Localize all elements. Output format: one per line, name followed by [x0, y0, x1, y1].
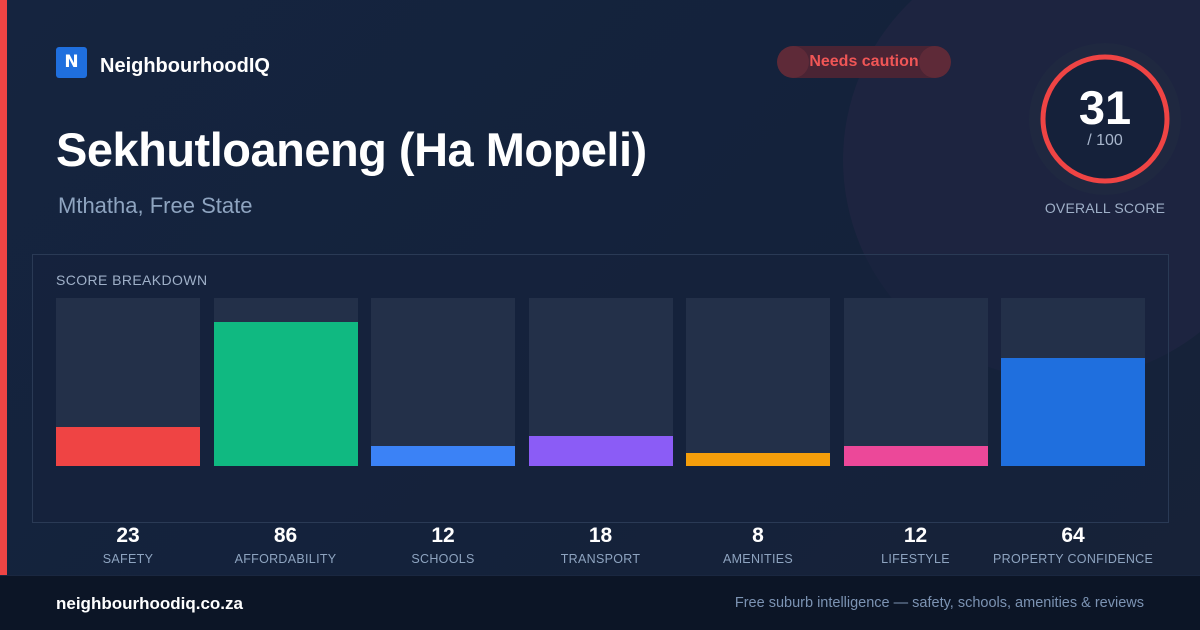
- bar-value-amenities: 8: [752, 524, 764, 547]
- bar-value-transport: 18: [588, 524, 613, 547]
- bar-fill-property-confidence: [1001, 358, 1145, 466]
- bar-label-property-confidence: PROPERTY CONFIDENCE: [993, 552, 1154, 566]
- bar-track-transport: [528, 298, 673, 466]
- bar-track-affordability: [213, 298, 358, 466]
- overall-score-max: / 100: [1087, 132, 1123, 149]
- status-badge: Needs caution: [777, 46, 951, 78]
- score-ring-circle: [1040, 54, 1170, 184]
- bar-fill-schools: [371, 446, 515, 466]
- status-badge-label: Needs caution: [809, 53, 919, 70]
- overall-score-label: OVERALL SCORE: [1044, 200, 1166, 216]
- overall-score-value: 31: [1078, 81, 1132, 134]
- bar-fill-transport: [528, 436, 673, 466]
- score-breakdown-bars: 23 SAFETY 86 AFFORDABILITY 12 SCHOOLS 18 TRANSP…: [56, 298, 1153, 566]
- bar-fill-amenities: [686, 453, 830, 466]
- bar-label-safety: SAFETY: [102, 552, 154, 566]
- bar-label-affordability: AFFORDABILITY: [234, 552, 337, 566]
- bar-value-safety: 23: [116, 524, 140, 547]
- bar-value-affordability: 86: [273, 524, 298, 547]
- footer-domain-link[interactable]: neighbourhoodiq.co.za: [56, 594, 243, 613]
- suburb-location: Mthatha, Free State: [58, 193, 253, 218]
- card-canvas: N NeighbourhoodIQ Needs caution Sekhutlo…: [0, 0, 1200, 575]
- bar-label-transport: TRANSPORT: [560, 552, 641, 566]
- footer-tagline: Free suburb intelligence — safety, schoo…: [734, 595, 1144, 611]
- bar-value-property-confidence: 64: [1061, 524, 1085, 547]
- bar-fill-affordability: [213, 322, 358, 466]
- brand-logo-icon: N: [56, 46, 87, 78]
- bar-track-property-confidence: [1001, 298, 1145, 466]
- bar-fill-safety: [56, 427, 200, 466]
- bar-fill-lifestyle: [843, 446, 988, 466]
- score-breakdown-panel: SCORE BREAKDOWN 23 SAFETY 86 AFFORDABILITY 1…: [32, 254, 1169, 566]
- bar-track-schools: [371, 298, 515, 466]
- overall-score-ring: 31 / 100: [1028, 42, 1182, 196]
- bar-label-lifestyle: LIFESTYLE: [881, 552, 950, 566]
- suburb-name: Sekhutloaneng (Ha Mopeli): [56, 123, 647, 176]
- bar-track-amenities: [686, 298, 830, 466]
- brand[interactable]: N NeighbourhoodIQ: [56, 46, 270, 78]
- footer: neighbourhoodiq.co.za Free suburb intell…: [0, 575, 1200, 630]
- brand-name: NeighbourhoodIQ: [100, 54, 270, 77]
- bar-track-lifestyle: [843, 298, 988, 466]
- bar-label-schools: SCHOOLS: [411, 552, 475, 566]
- bar-label-amenities: AMENITIES: [722, 552, 794, 566]
- bar-track-safety: [56, 298, 200, 466]
- score-breakdown-title: SCORE BREAKDOWN: [56, 272, 208, 288]
- score-ring-svg: [1029, 43, 1181, 195]
- status-accent-bar: [0, 0, 7, 575]
- bar-value-lifestyle: 12: [903, 524, 928, 547]
- bar-value-schools: 12: [431, 524, 455, 547]
